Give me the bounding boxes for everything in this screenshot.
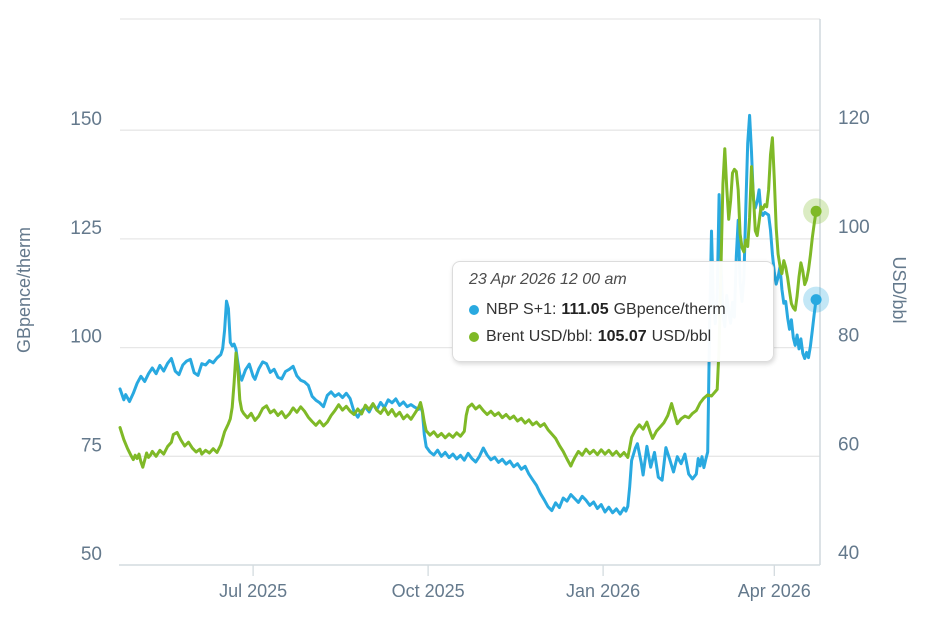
tooltip-nbp-unit: GBpence/therm	[613, 301, 726, 318]
nbp-series-dot-icon	[469, 304, 479, 315]
tooltip-row-nbp: NBP S+1: 111.05 GBpence/therm	[469, 296, 757, 323]
tooltip-brent-value: 105.07	[597, 328, 647, 345]
x-axis-tick-label: Jul 2025	[219, 581, 287, 601]
left-axis-tick-label: 100	[70, 327, 102, 348]
tooltip-nbp-value: 111.05	[561, 301, 609, 318]
left-axis-title: GBpence/therm	[14, 227, 34, 353]
tooltip: 23 Apr 2026 12 00 am NBP S+1: 111.05 GBpen…	[452, 261, 774, 362]
left-axis-tick-label: 50	[81, 544, 102, 565]
nbp-series-line[interactable]	[118, 113, 818, 516]
tooltip-brent-unit: USD/bbl	[651, 328, 712, 345]
right-axis-tick-label: 120	[838, 108, 870, 129]
tooltip-brent-label: Brent USD/bbl:	[486, 328, 593, 345]
x-axis-tick-label: Apr 2026	[738, 581, 811, 601]
axes-group: 150 125 100 75 50 120 100 80 60 40 Jul 2025 Oct 202…	[70, 19, 870, 601]
brent-series-line[interactable]	[118, 136, 818, 469]
tooltip-row-brent: Brent USD/bbl: 105.07 USD/bbl	[469, 323, 757, 350]
series-group	[118, 113, 818, 516]
x-axis-tick-label: Oct 2025	[392, 581, 465, 601]
brent-last-point-marker[interactable]	[810, 205, 822, 217]
tooltip-date: 23 Apr 2026 12 00 am	[469, 271, 627, 288]
right-axis-title: USD/bbl	[889, 256, 909, 323]
right-axis-tick-label: 80	[838, 326, 859, 347]
right-axis-tick-label: 60	[838, 434, 859, 455]
nbp-last-point-marker[interactable]	[810, 294, 822, 306]
left-axis-tick-label: 125	[70, 218, 102, 239]
brent-series-dot-icon	[469, 331, 479, 342]
right-axis-tick-label: 40	[838, 543, 859, 564]
left-axis-tick-label: 75	[81, 435, 102, 456]
tooltip-nbp-label: NBP S+1:	[486, 301, 557, 318]
right-axis-tick-label: 100	[838, 217, 870, 238]
markers-group	[803, 198, 830, 313]
x-axis-tick-label: Jan 2026	[566, 581, 640, 601]
left-axis-tick-label: 150	[70, 109, 102, 130]
